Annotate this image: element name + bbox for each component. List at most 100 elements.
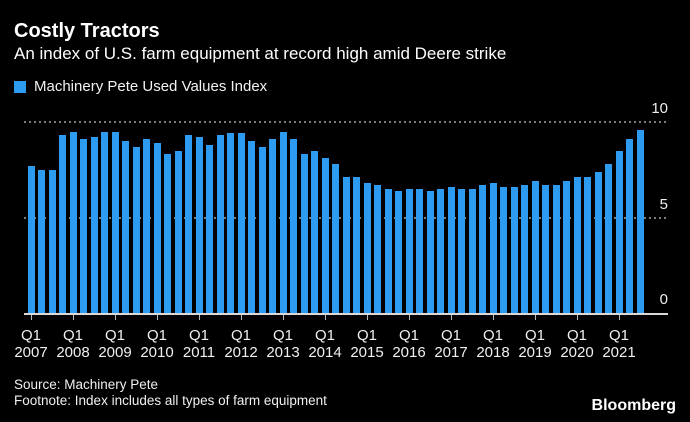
bar [248, 141, 255, 313]
x-label-quarter: Q1 [272, 327, 293, 344]
x-label-2018: Q1 2018 [470, 327, 516, 361]
x-tick-2016 [409, 315, 410, 320]
bar [521, 185, 528, 313]
x-label-year: 2018 [476, 344, 510, 361]
bar [48, 169, 56, 313]
x-label-2013: Q1 2013 [260, 327, 306, 361]
bar [80, 139, 87, 313]
bar [195, 137, 203, 313]
bar [132, 146, 140, 313]
bar [332, 164, 339, 313]
bloomberg-logo: Bloomberg [591, 397, 676, 414]
x-label-2017: Q1 2017 [428, 327, 474, 361]
x-label-2021: Q1 2021 [596, 327, 642, 361]
bar [626, 139, 633, 313]
bar [90, 137, 98, 313]
bar [269, 139, 276, 313]
x-tick-2013 [283, 315, 284, 320]
x-label-quarter: Q1 [524, 327, 545, 344]
bar [59, 135, 66, 313]
x-label-2009: Q1 2009 [92, 327, 138, 361]
bar [258, 146, 266, 313]
x-label-2007: Q1 2007 [8, 327, 54, 361]
bar [27, 165, 35, 313]
chart-title: Costly Tractors [14, 20, 160, 42]
x-label-year: 2014 [308, 344, 342, 361]
x-label-quarter: Q1 [314, 327, 335, 344]
x-label-2012: Q1 2012 [218, 327, 264, 361]
gridline-10 [24, 121, 668, 123]
footnote-line: Footnote: Index includes all types of fa… [14, 393, 327, 408]
bar [279, 131, 287, 313]
bar [300, 154, 308, 313]
bar [174, 150, 182, 313]
x-label-quarter: Q1 [608, 327, 629, 344]
bar [594, 171, 602, 313]
x-label-quarter: Q1 [482, 327, 503, 344]
x-tick-2021 [619, 315, 620, 320]
x-label-year: 2008 [56, 344, 90, 361]
bar [374, 185, 381, 313]
x-label-year: 2010 [140, 344, 174, 361]
bar [552, 185, 560, 313]
bar [290, 139, 297, 313]
x-label-year: 2013 [266, 344, 300, 361]
bar [384, 188, 392, 313]
x-label-2020: Q1 2020 [554, 327, 600, 361]
bar [153, 143, 161, 313]
bar [531, 181, 539, 313]
x-tick-2009 [115, 315, 116, 320]
y-axis-label-0: 0 [659, 291, 668, 308]
bar [563, 181, 570, 313]
x-label-quarter: Q1 [188, 327, 209, 344]
x-label-quarter: Q1 [146, 327, 167, 344]
legend-label: Machinery Pete Used Values Index [34, 78, 268, 95]
x-tick-2017 [451, 315, 452, 320]
bar [447, 186, 455, 313]
bar [584, 177, 591, 313]
bar [542, 185, 549, 313]
x-label-year: 2019 [518, 344, 552, 361]
x-label-2014: Q1 2014 [302, 327, 348, 361]
x-label-year: 2012 [224, 344, 258, 361]
bar [426, 190, 434, 313]
source-line: Source: Machinery Pete [14, 377, 159, 392]
x-tick-2015 [367, 315, 368, 320]
bar [206, 144, 213, 313]
bar [237, 133, 245, 313]
bar [38, 169, 45, 313]
bar [489, 183, 497, 313]
x-label-quarter: Q1 [20, 327, 41, 344]
x-axis-line [24, 313, 668, 315]
bar [479, 185, 486, 313]
legend: Machinery Pete Used Values Index [14, 78, 267, 95]
x-label-quarter: Q1 [398, 327, 419, 344]
bar [510, 186, 518, 313]
bar [636, 129, 644, 313]
bar [363, 183, 371, 313]
bar [321, 158, 329, 313]
x-tick-2011 [199, 315, 200, 320]
x-label-2015: Q1 2015 [344, 327, 390, 361]
legend-swatch-icon [14, 80, 26, 93]
bar [353, 177, 360, 313]
x-label-quarter: Q1 [566, 327, 587, 344]
x-label-2016: Q1 2016 [386, 327, 432, 361]
bar [437, 188, 444, 313]
bar [458, 188, 465, 313]
bar [416, 188, 423, 313]
x-label-quarter: Q1 [440, 327, 461, 344]
x-tick-2010 [157, 315, 158, 320]
bar [185, 135, 192, 313]
bar [143, 139, 150, 313]
x-label-year: 2016 [392, 344, 426, 361]
y-axis-label-5: 5 [659, 195, 668, 213]
bar [101, 131, 108, 313]
x-label-year: 2007 [14, 344, 48, 361]
x-tick-2012 [241, 315, 242, 320]
x-label-2011: Q1 2011 [176, 327, 222, 361]
bar [468, 188, 476, 313]
x-label-2010: Q1 2010 [134, 327, 180, 361]
x-label-year: 2015 [350, 344, 384, 361]
